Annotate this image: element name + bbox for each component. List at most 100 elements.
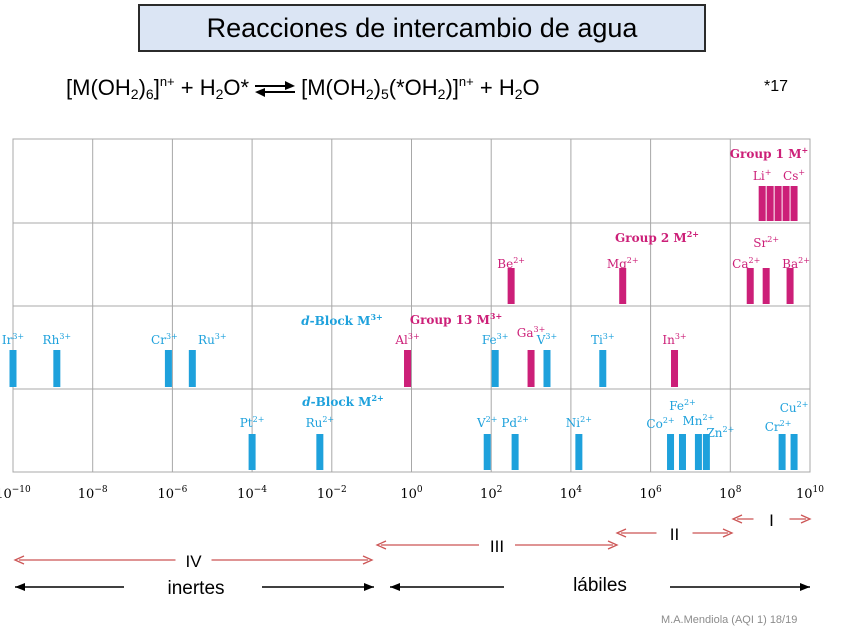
bar-mn-2p — [694, 434, 702, 470]
ion-label: Mn2+ — [683, 413, 715, 428]
range-label-bg — [753, 509, 790, 529]
group-label: Group 1 M+ — [730, 145, 808, 161]
range-arrow-IV-head-left — [13, 555, 25, 565]
ion-label: Ba2+ — [782, 256, 810, 271]
ion-label: Pt2+ — [240, 415, 265, 430]
bar-fe-3p — [491, 350, 499, 387]
ion-label: Co2+ — [646, 416, 674, 431]
ion-label: Cr2+ — [765, 419, 792, 434]
range-arrow-III-head-right — [607, 540, 619, 550]
range-label-bg — [175, 550, 212, 570]
bar-al-3p — [404, 350, 412, 387]
ion-label: Cu2+ — [780, 400, 809, 415]
labile-arrow-right-head — [800, 583, 810, 591]
ion-label: Rh3+ — [43, 332, 72, 347]
footer-credit: M.A.Mendiola (AQI 1) 18/19 — [661, 614, 798, 626]
bar-cr-2p — [778, 434, 786, 470]
ion-label: Ru2+ — [306, 415, 335, 430]
tick-label: 10−2 — [317, 485, 347, 502]
bar-be-2p — [507, 268, 515, 304]
ion-label: Cs+ — [783, 168, 805, 183]
range-arrow-II-head-right — [722, 528, 734, 538]
bar-ir-3p — [9, 350, 17, 387]
labile-arrow-left-head — [390, 583, 400, 591]
ion-label: Sr2+ — [753, 235, 779, 250]
tick-label: 10−10 — [0, 485, 31, 502]
tick-label: 102 — [480, 485, 502, 502]
range-label-IV: IV — [185, 552, 202, 571]
tick-label: 10−6 — [157, 485, 187, 502]
ion-label: Mg2+ — [607, 256, 639, 271]
ion-label: Fe3+ — [482, 332, 509, 347]
ion-label: Ir3+ — [2, 332, 24, 347]
bar-group1 — [782, 186, 790, 221]
inert-arrow-left-head — [15, 583, 25, 591]
bar-ga-3p — [527, 350, 535, 387]
ion-label: In3+ — [662, 332, 686, 347]
bar-group1 — [766, 186, 774, 221]
bar-v-2p — [483, 434, 491, 470]
group-label: d-Block M2+ — [302, 393, 383, 409]
bar-ti-3p — [599, 350, 607, 387]
bar-co-2p — [667, 434, 675, 470]
range-label-III: III — [490, 537, 504, 556]
reference-number: *17 — [764, 78, 789, 95]
bar-cs-p — [790, 186, 798, 221]
inert-arrow-right-head — [364, 583, 374, 591]
group-label: Group 13 M3+ — [410, 311, 502, 327]
exchange-equation: [M(OH2)6]n+ + H2O* [M(OH2)5(*OH2)]n+ + H2… — [66, 74, 540, 102]
tick-label: 104 — [560, 485, 583, 502]
ion-label: V2+ — [476, 415, 497, 430]
ion-label: Ca2+ — [732, 256, 760, 271]
bar-ru-3p — [188, 350, 196, 387]
bar-v-3p — [543, 350, 551, 387]
labile-label: lábiles — [573, 575, 627, 596]
ion-label: Fe2+ — [669, 398, 696, 413]
equilibrium-arrows-icon — [255, 81, 296, 98]
bar-in-3p — [671, 350, 679, 387]
tick-label: 106 — [639, 485, 662, 502]
range-arrow-IV-head-right — [362, 555, 374, 565]
bar-li-p — [758, 186, 766, 221]
ion-label: Li+ — [753, 168, 772, 183]
bar-zn-2p — [702, 434, 710, 470]
bar-pd-2p — [511, 434, 519, 470]
bar-pt-2p — [248, 434, 256, 470]
bar-group1 — [774, 186, 782, 221]
bar-ni-2p — [575, 434, 583, 470]
bar-ca-2p — [746, 268, 754, 304]
ion-label: Ni2+ — [566, 415, 592, 430]
tick-label: 10−4 — [237, 485, 267, 502]
ion-label: Ti3+ — [591, 332, 615, 347]
tick-label: 1010 — [796, 485, 824, 502]
range-arrow-II-head-left — [615, 528, 627, 538]
bar-ru-2p — [316, 434, 324, 470]
ion-label: Be2+ — [497, 256, 525, 271]
range-label-II: II — [670, 525, 679, 544]
tick-label: 10−8 — [78, 485, 108, 502]
ion-label: Ru3+ — [198, 332, 227, 347]
bar-sr-2p — [762, 268, 770, 304]
ion-label: Zn2+ — [706, 425, 734, 440]
range-arrow-I-head-right — [800, 514, 812, 524]
bar-rh-3p — [53, 350, 61, 387]
ion-label: Cr3+ — [151, 332, 178, 347]
range-label-bg — [479, 535, 515, 555]
bar-mg-2p — [619, 268, 627, 304]
group-label: d-Block M3+ — [301, 312, 382, 328]
inert-label: inertes — [167, 578, 224, 599]
ion-label: V3+ — [536, 332, 557, 347]
tick-label: 108 — [719, 485, 742, 502]
bar-cu-2p — [790, 434, 798, 470]
range-label-bg — [656, 523, 693, 543]
group-label: Group 2 M2+ — [615, 229, 699, 245]
range-label-I: I — [769, 511, 774, 530]
range-arrow-I-head-left — [731, 514, 743, 524]
bar-ba-2p — [786, 268, 794, 304]
ion-label: Ga3+ — [517, 325, 546, 340]
bar-fe-2p — [678, 434, 686, 470]
ion-label: Pd2+ — [501, 415, 529, 430]
ion-label: Al3+ — [394, 332, 419, 347]
title-box: Reacciones de intercambio de agua — [138, 4, 706, 52]
